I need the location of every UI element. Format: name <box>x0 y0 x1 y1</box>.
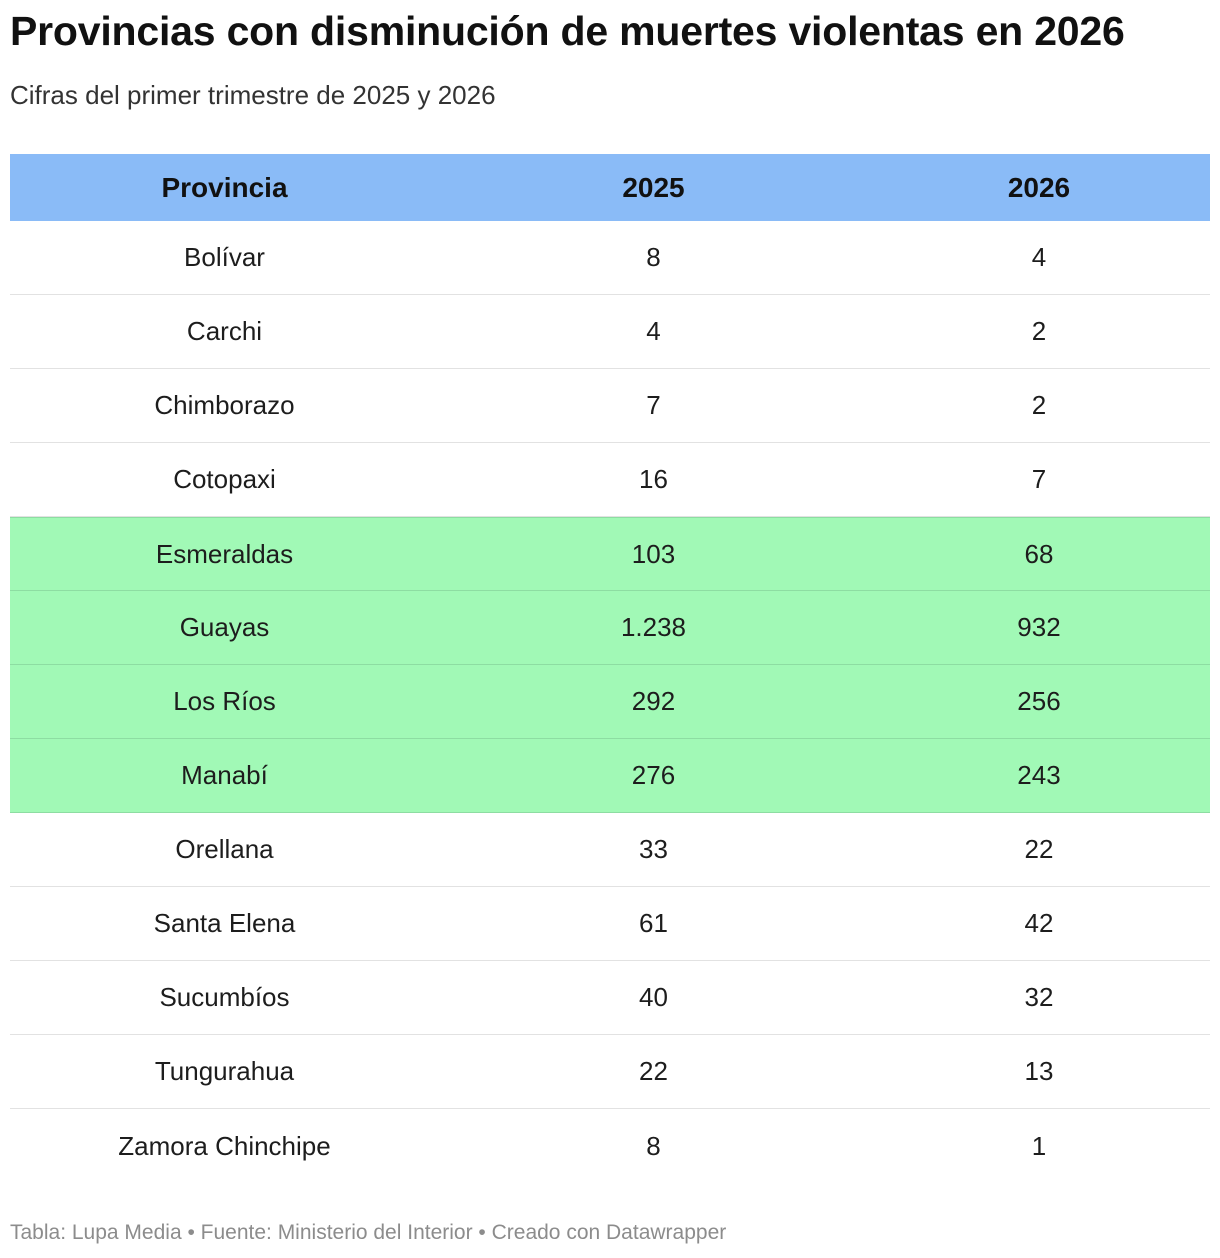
value-2025-cell: 16 <box>639 464 668 494</box>
value-2025-cell: 292 <box>631 686 676 716</box>
value-2026-cell: 68 <box>1024 538 1054 569</box>
value-2025-cell: 33 <box>639 834 668 864</box>
value-2025-cell: 1.238 <box>620 612 687 642</box>
table-row: Cotopaxi 16 7 <box>10 443 1210 517</box>
province-cell: Los Ríos <box>173 686 276 716</box>
table-body: Bolívar 8 4 Carchi 4 2 Chimborazo 7 2 Cotopaxi 16 7… <box>10 221 1210 1183</box>
value-2026-cell: 7 <box>1031 464 1047 494</box>
province-cell: Zamora Chinchipe <box>118 1130 331 1161</box>
value-2025-cell: 4 <box>646 316 661 346</box>
value-2026-cell: 13 <box>1024 1056 1054 1086</box>
table-row: Esmeraldas 103 68 <box>10 517 1210 591</box>
value-2026-cell: 932 <box>1017 612 1061 642</box>
table-row: Santa Elena 61 42 <box>10 887 1210 961</box>
value-2026-cell: 243 <box>1017 760 1061 790</box>
table-row: Bolívar 8 4 <box>10 221 1210 295</box>
province-cell: Guayas <box>179 612 270 642</box>
value-2025-cell: 276 <box>631 760 676 790</box>
value-2026-cell: 2 <box>1031 316 1047 346</box>
table-row: Chimborazo 7 2 <box>10 369 1210 443</box>
value-2026-cell: 1 <box>1031 1130 1047 1161</box>
value-2026-cell: 42 <box>1024 908 1054 938</box>
column-header-provincia: Provincia <box>161 171 288 203</box>
chart-subtitle: Cifras del primer trimestre de 2025 y 20… <box>10 80 496 110</box>
province-cell: Tungurahua <box>154 1056 295 1086</box>
column-header-2025: 2025 <box>622 171 685 203</box>
value-2025-cell: 22 <box>639 1056 668 1086</box>
value-2025-cell: 8 <box>646 1130 661 1161</box>
table-row: Manabí 276 243 <box>10 739 1210 813</box>
value-2025-cell: 40 <box>639 982 668 1012</box>
province-cell: Chimborazo <box>154 390 295 420</box>
table-row: Orellana 33 22 <box>10 813 1210 887</box>
table-header-row: Provincia 2025 2026 <box>10 154 1210 221</box>
province-cell: Manabí <box>181 760 268 790</box>
province-cell: Bolívar <box>184 242 265 272</box>
table-row: Los Ríos 292 256 <box>10 665 1210 739</box>
value-2025-cell: 8 <box>646 242 661 272</box>
value-2025-cell: 103 <box>631 538 676 569</box>
province-cell: Orellana <box>175 834 274 864</box>
value-2026-cell: 4 <box>1031 242 1047 272</box>
value-2026-cell: 2 <box>1031 390 1047 420</box>
value-2026-cell: 256 <box>1017 686 1061 716</box>
province-cell: Cotopaxi <box>173 464 276 494</box>
value-2026-cell: 22 <box>1024 834 1054 864</box>
province-cell: Esmeraldas <box>155 538 294 569</box>
province-cell: Carchi <box>186 316 263 346</box>
province-cell: Sucumbíos <box>159 982 290 1012</box>
table-row: Tungurahua 22 13 <box>10 1035 1210 1109</box>
table-row: Guayas 1.238 932 <box>10 591 1210 665</box>
table-row: Carchi 4 2 <box>10 295 1210 369</box>
value-2026-cell: 32 <box>1024 982 1054 1012</box>
value-2025-cell: 61 <box>639 908 668 938</box>
chart-title: Provincias con disminución de muertes vi… <box>10 8 1125 54</box>
table-row: Sucumbíos 40 32 <box>10 961 1210 1035</box>
value-2025-cell: 7 <box>646 390 661 420</box>
data-table: Provincia 2025 2026 Bolívar 8 4 Carchi 4 2 Chi… <box>10 154 1210 1183</box>
column-header-2026: 2026 <box>1007 171 1071 203</box>
source-footer: Tabla: Lupa Media • Fuente: Ministerio d… <box>10 1221 727 1244</box>
table-row: Zamora Chinchipe 8 1 <box>10 1109 1210 1183</box>
province-cell: Santa Elena <box>153 908 296 938</box>
